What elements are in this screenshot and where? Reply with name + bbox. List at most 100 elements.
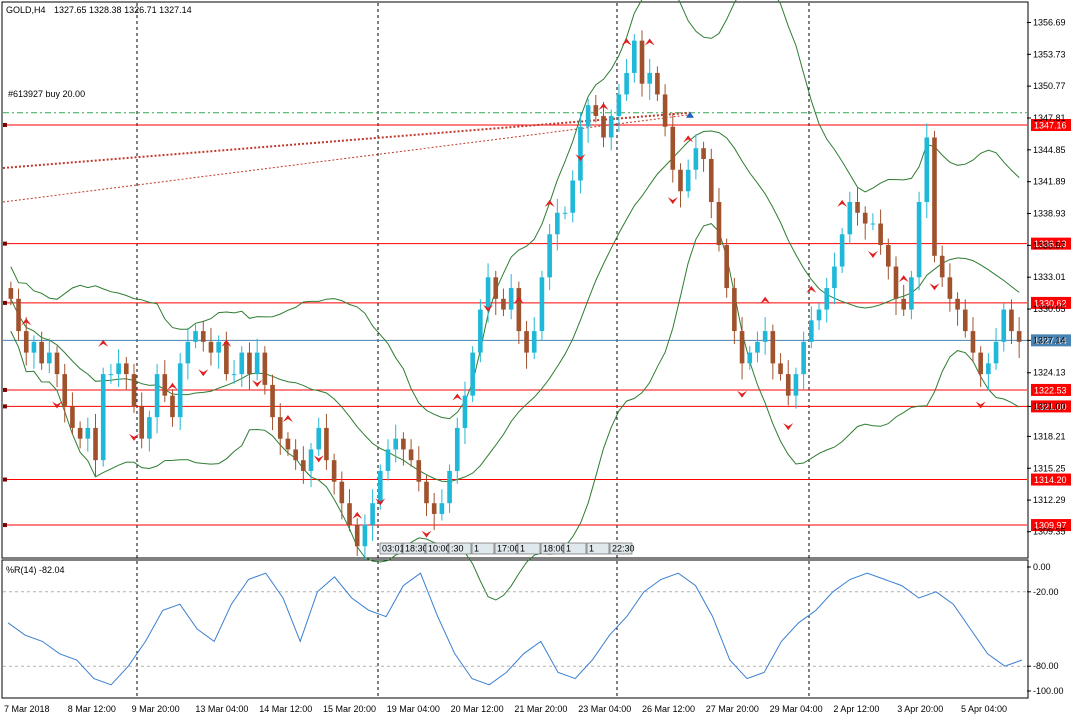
time-axis-label: 8 Mar 12:00 — [68, 704, 116, 714]
candle — [593, 105, 599, 116]
candle — [301, 460, 306, 471]
candle — [993, 341, 999, 364]
price-axis-label: 1312.29 — [1033, 495, 1066, 505]
candle — [816, 309, 822, 321]
candle — [932, 137, 937, 256]
candle — [862, 212, 868, 224]
candle — [678, 169, 683, 192]
fractal-up-marker — [352, 511, 363, 519]
candle — [162, 374, 168, 396]
level-tag — [1031, 519, 1071, 532]
level-tag — [1031, 296, 1071, 309]
fractal-down-marker — [483, 304, 494, 312]
candle — [193, 331, 198, 342]
level-price-label: 1330.62 — [1034, 298, 1067, 308]
session-box-label: 1 — [566, 544, 571, 554]
price-axis-label: 1309.35 — [1033, 527, 1066, 537]
candle — [616, 94, 622, 116]
level-handle — [3, 300, 7, 305]
price-axis-label: 1356.69 — [1033, 17, 1066, 27]
candle — [631, 40, 637, 73]
level-tag — [1031, 473, 1071, 486]
candle — [262, 352, 268, 385]
candle — [85, 427, 91, 439]
level-handle — [3, 241, 7, 246]
main-panel-frame — [1, 1, 1029, 559]
candle — [647, 72, 653, 84]
candle — [416, 460, 422, 482]
candle — [31, 341, 37, 353]
candle — [478, 309, 483, 353]
candle — [955, 298, 960, 310]
level-tag — [1031, 237, 1071, 250]
session-box-label: 18:30 — [405, 544, 428, 554]
fractal-down-marker — [252, 380, 263, 388]
candle — [847, 202, 853, 235]
candle — [224, 341, 229, 375]
level-handle — [3, 122, 7, 127]
time-axis-label: 19 Mar 04:00 — [387, 704, 440, 714]
candle — [693, 148, 699, 170]
current-price-tag — [1031, 334, 1071, 347]
candle — [501, 298, 506, 310]
session-box — [471, 542, 495, 555]
time-axis-label: 13 Mar 04:00 — [195, 704, 248, 714]
candle — [277, 417, 283, 439]
session-box-label: 1 — [520, 544, 525, 554]
candle — [170, 395, 175, 418]
candle — [62, 374, 68, 407]
candle — [47, 352, 52, 364]
fractal-up-marker — [598, 103, 609, 111]
candle — [285, 438, 291, 450]
level-price-label: 1314.20 — [1034, 475, 1067, 485]
candle — [454, 427, 460, 471]
candle — [54, 352, 60, 375]
candle — [701, 148, 706, 159]
candle — [978, 352, 983, 375]
fractal-up-marker — [282, 415, 293, 423]
candle — [70, 406, 75, 428]
williams-r-line — [7, 572, 1023, 686]
candle — [939, 255, 945, 278]
price-axis-label: 1315.25 — [1033, 463, 1066, 473]
candle — [655, 72, 660, 95]
candle — [362, 524, 368, 547]
fractal-up-marker — [167, 382, 178, 390]
fractal-up-marker — [513, 296, 524, 304]
candle — [401, 438, 406, 450]
candle — [878, 223, 883, 246]
order-label: #613927 buy 20.00 — [8, 89, 85, 99]
time-axis-label: 5 Apr 04:00 — [961, 704, 1007, 714]
session-box-label: 1 — [474, 544, 479, 554]
fractal-down-marker — [421, 530, 432, 538]
fractal-down-marker — [975, 401, 986, 409]
candle — [408, 449, 414, 461]
fractal-down-marker — [198, 369, 209, 377]
session-box — [540, 542, 564, 555]
price-axis-label: 1341.89 — [1033, 177, 1066, 187]
candle — [585, 105, 591, 127]
candle — [177, 363, 183, 418]
candle — [601, 115, 606, 138]
time-axis-label: 14 Mar 12:00 — [259, 704, 312, 714]
fractal-down-marker — [867, 250, 878, 258]
fractal-down-marker — [783, 423, 794, 431]
level-price-label: 1347.16 — [1034, 120, 1067, 130]
level-price-label: 1321.00 — [1034, 402, 1067, 412]
candle — [293, 449, 298, 461]
level-tag — [1031, 118, 1071, 131]
candle — [154, 374, 160, 418]
time-axis-label: 7 Mar 2018 — [4, 704, 50, 714]
fractal-up-marker — [221, 339, 232, 347]
candle — [93, 427, 98, 461]
fractal-up-marker — [806, 285, 817, 293]
current-price-label: 1327.14 — [1034, 336, 1067, 346]
candle — [778, 363, 783, 375]
candle — [524, 331, 529, 353]
candle — [986, 363, 991, 375]
session-box-label: 10:00 — [428, 544, 451, 554]
candle — [116, 363, 121, 375]
fractal-down-marker — [129, 433, 139, 441]
candle — [1016, 331, 1022, 342]
candle — [755, 341, 760, 353]
